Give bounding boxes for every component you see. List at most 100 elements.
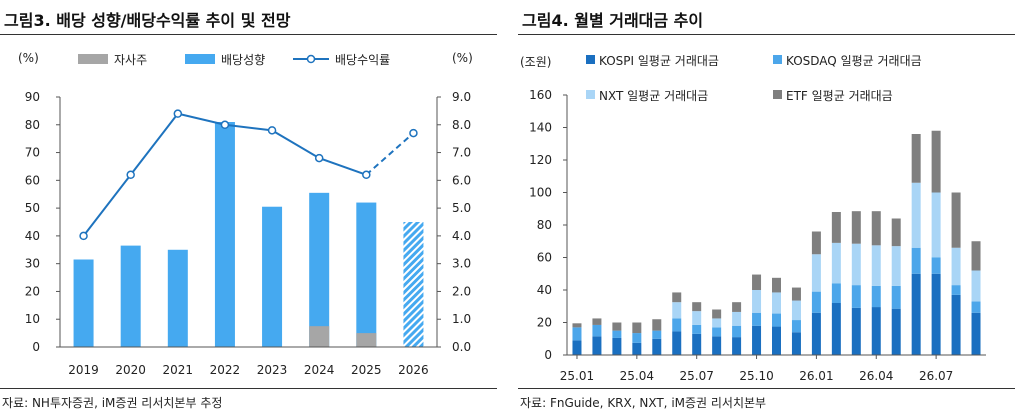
x-tick-label: 2021: [163, 363, 194, 377]
legend-label-payout-ratio: 배당성향: [221, 53, 265, 67]
stacked-bar-segment: [911, 247, 921, 274]
dividend-yield-forecast-line: [365, 132, 415, 176]
stacked-bar-segment: [851, 243, 861, 286]
y-tick-label: 60: [537, 251, 552, 265]
left-tick-label: 20: [25, 284, 40, 298]
stacked-bar-segment: [632, 333, 642, 343]
stacked-bar-segment: [672, 318, 682, 332]
dividend-yield-point: [126, 170, 135, 180]
y-tick-label: 100: [529, 186, 552, 200]
stacked-bar-segment: [652, 338, 662, 355]
stacked-bar-segment: [911, 182, 921, 248]
stacked-bar-segment: [951, 192, 961, 248]
stacked-bar-segment: [592, 324, 602, 337]
stacked-bar-segment: [732, 325, 742, 338]
stacked-bar-segment: [911, 134, 921, 183]
legend-swatch-payout-ratio: [185, 54, 215, 64]
stacked-bar-segment: [692, 333, 702, 355]
right-axis-unit: (%): [452, 51, 473, 65]
right-tick-label: 4.0: [452, 229, 471, 243]
stacked-bar-segment: [712, 336, 722, 355]
treasury-stock-bar: [309, 326, 330, 347]
right-tick-label: 2.0: [452, 284, 471, 298]
stacked-bar-segment: [692, 311, 702, 325]
right-tick-label: 7.0: [452, 146, 471, 160]
stacked-bar-segment: [931, 257, 941, 274]
stacked-bar-segment: [951, 294, 961, 355]
stacked-bar-segment: [712, 327, 722, 337]
stacked-bar-segment: [672, 302, 682, 319]
right-tick-label: 5.0: [452, 201, 471, 215]
legend-swatch: [586, 90, 595, 99]
stacked-bar-segment: [612, 337, 622, 355]
legend-label: KOSDAQ 일평균 거래대금: [786, 54, 922, 68]
x-tick-label: 25.10: [739, 369, 773, 383]
stacked-bar-segment: [791, 332, 801, 355]
legend-label-dividend-yield: 배당수익률: [335, 53, 390, 67]
stacked-bar-segment: [831, 283, 841, 303]
stacked-bar-segment: [951, 285, 961, 295]
stacked-bar-segment: [971, 301, 981, 313]
left-tick-label: 40: [25, 229, 40, 243]
x-tick-label: 26.07: [919, 369, 953, 383]
payout-ratio-bar: [262, 206, 283, 347]
y-tick-label: 40: [537, 283, 552, 297]
source-divider: [518, 388, 1015, 389]
stacked-bar-segment: [712, 318, 722, 328]
stacked-bar-segment: [811, 231, 821, 255]
stacked-bar-segment: [831, 242, 841, 284]
legend-marker-dividend-yield: [306, 54, 316, 64]
legend-label: NXT 일평균 거래대금: [599, 89, 708, 103]
stacked-bar-segment: [612, 330, 622, 338]
dividend-yield-point: [409, 128, 418, 138]
stacked-bar-segment: [851, 211, 861, 244]
payout-ratio-bar: [356, 202, 377, 347]
x-tick-label: 2019: [68, 363, 99, 377]
stacked-bar-segment: [572, 323, 582, 328]
right-tick-label: 9.0: [452, 90, 471, 104]
legend-label: ETF 일평균 거래대금: [786, 89, 893, 103]
x-tick-label: 2022: [210, 363, 241, 377]
stacked-bar-segment: [612, 322, 622, 331]
legend-swatch-treasury-stock: [78, 54, 108, 64]
stacked-bar-segment: [712, 309, 722, 319]
stacked-bar-segment: [871, 307, 881, 355]
stacked-bar-segment: [572, 327, 582, 341]
right-tick-label: 3.0: [452, 257, 471, 271]
right-tick-label: 0.0: [452, 340, 471, 354]
x-tick-label: 26.01: [799, 369, 833, 383]
stacked-bar-segment: [871, 285, 881, 308]
stacked-bar-segment: [811, 254, 821, 292]
stacked-bar-segment: [632, 342, 642, 355]
stacked-bar-segment: [831, 212, 841, 243]
stacked-bar-segment: [772, 292, 781, 314]
left-tick-label: 0: [32, 340, 40, 354]
stacked-bar-segment: [752, 312, 762, 326]
title-divider: [518, 34, 1015, 35]
stacked-bar-segment: [971, 241, 981, 271]
stacked-bar-segment: [732, 302, 742, 312]
left-tick-label: 90: [25, 90, 40, 104]
y-tick-label: 140: [529, 121, 552, 135]
stacked-bar-segment: [811, 291, 821, 313]
stacked-bar-segment: [931, 130, 941, 193]
stacked-bar-segment: [772, 277, 781, 293]
x-tick-label: 25.07: [680, 369, 714, 383]
x-tick-label: 2020: [115, 363, 146, 377]
stacked-bar-segment: [791, 300, 801, 321]
y-tick-label: 0: [544, 348, 552, 362]
stacked-bar-segment: [971, 312, 981, 355]
payout-ratio-bar: [403, 222, 424, 347]
dividend-yield-point: [173, 109, 183, 118]
stacked-bar-segment: [791, 320, 801, 333]
right-tick-label: 8.0: [452, 118, 471, 132]
y-tick-label: 20: [537, 316, 552, 330]
x-tick-label: 25.04: [620, 369, 654, 383]
x-tick-label: 2024: [304, 363, 335, 377]
stacked-bar-segment: [951, 247, 961, 286]
stacked-bar-segment: [772, 313, 781, 327]
source-note: 자료: NH투자증권, iM증권 리서치본부 추정: [2, 396, 223, 410]
left-tick-label: 30: [25, 257, 40, 271]
x-tick-label: 2023: [257, 363, 288, 377]
left-axis-unit: (%): [18, 51, 39, 65]
